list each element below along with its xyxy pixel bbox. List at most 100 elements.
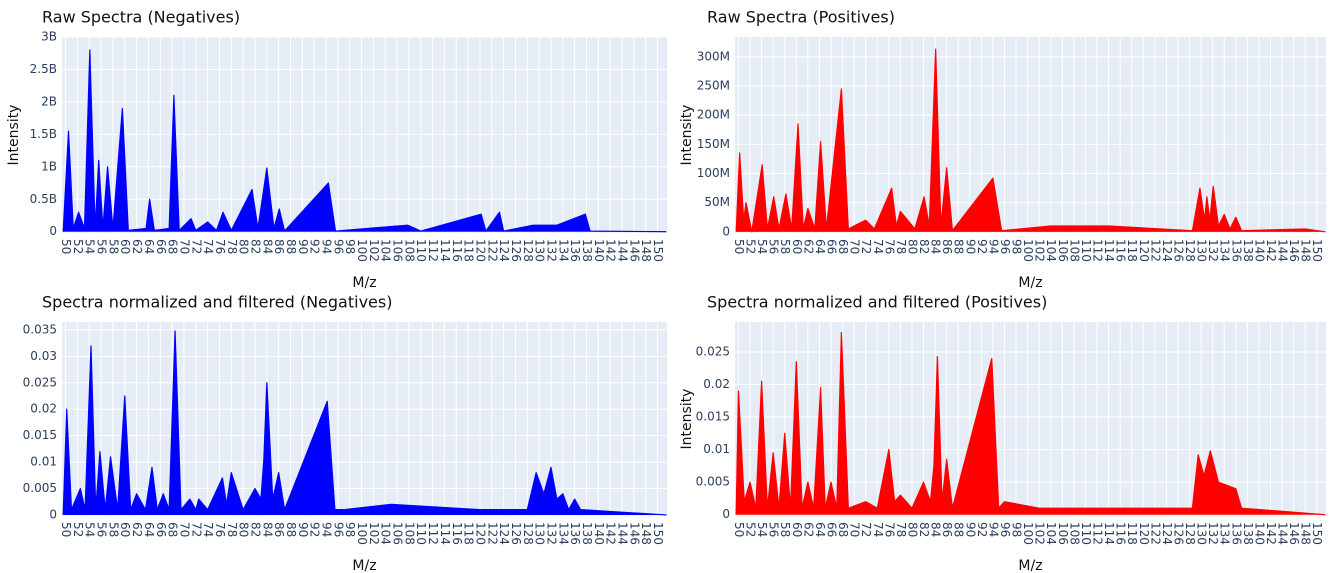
x-tick-label: 84: [260, 522, 274, 537]
x-tick-label: 80: [905, 522, 919, 537]
chart-title: Raw Spectra (Negatives): [42, 8, 240, 27]
x-tick-label: 98: [1010, 239, 1024, 254]
x-tick-label: 76: [882, 522, 896, 537]
x-tick-label: 82: [917, 239, 931, 254]
x-tick-label: 146: [627, 522, 641, 545]
x-tick-label: 138: [1241, 239, 1255, 262]
x-axis-label: M/z: [352, 558, 376, 573]
x-tick-label: 66: [154, 522, 168, 537]
x-tick-label: 72: [189, 239, 203, 254]
x-tick-label: 132: [1206, 522, 1220, 545]
x-tick-label: 126: [509, 522, 523, 545]
plot-area: [735, 322, 1326, 516]
x-tick-label: 136: [568, 522, 582, 545]
x-tick-label: 146: [627, 239, 641, 262]
x-tick-label: 90: [963, 239, 977, 254]
x-tick-label: 130: [1195, 522, 1209, 545]
x-tick-label: 128: [521, 239, 535, 262]
x-tick-label: 100: [355, 239, 369, 262]
x-tick-label: 106: [391, 239, 405, 262]
x-tick-label: 54: [83, 522, 97, 537]
y-tick-label: 300M: [697, 49, 730, 63]
x-tick-label: 70: [177, 522, 191, 537]
x-tick-label: 86: [272, 522, 286, 537]
x-tick-label: 84: [929, 239, 943, 254]
x-tick-label: 124: [1160, 522, 1174, 545]
x-tick-label: 116: [450, 522, 464, 545]
y-tick-label: 0.02: [703, 377, 730, 391]
x-tick-label: 102: [367, 239, 381, 262]
x-tick-label: 112: [1091, 239, 1105, 262]
x-tick-label: 106: [1056, 522, 1070, 545]
x-tick-label: 66: [824, 239, 838, 254]
x-tick-label: 50: [732, 239, 746, 254]
x-tick-label: 112: [426, 239, 440, 262]
spectrum-area: [62, 330, 667, 516]
x-tick-label: 128: [521, 522, 535, 545]
x-tick-label: 106: [391, 522, 405, 545]
x-tick-label: 76: [213, 522, 227, 537]
y-axis-label: Intensity: [679, 389, 695, 450]
x-tick-label: 54: [83, 239, 97, 254]
spectrum-area: [62, 49, 667, 233]
x-tick-label: 80: [905, 239, 919, 254]
x-tick-label: 146: [1287, 522, 1301, 545]
x-tick-label: 120: [473, 522, 487, 545]
x-axis-label: M/z: [1018, 275, 1042, 291]
x-tick-label: 140: [592, 522, 606, 545]
x-tick-label: 140: [592, 239, 606, 262]
x-tick-label: 134: [1218, 239, 1232, 262]
x-tick-label: 120: [473, 239, 487, 262]
x-tick-label: 72: [189, 522, 203, 537]
x-tick-label: 78: [894, 239, 908, 254]
x-tick-label: 110: [414, 522, 428, 545]
x-tick-label: 122: [1148, 239, 1162, 262]
x-tick-label: 50: [59, 239, 73, 254]
y-tick-label: 100M: [697, 166, 730, 180]
x-tick-label: 56: [95, 522, 109, 537]
y-tick-label: 0.025: [23, 375, 57, 389]
y-axis-label: Intensity: [679, 105, 695, 166]
x-tick-label: 130: [1195, 239, 1209, 262]
x-tick-label: 88: [284, 522, 298, 537]
x-tick-label: 140: [1252, 522, 1266, 545]
x-tick-label: 96: [998, 239, 1012, 254]
x-tick-label: 56: [95, 239, 109, 254]
x-tick-label: 144: [616, 522, 630, 545]
x-tick-label: 90: [296, 522, 310, 537]
x-tick-label: 68: [166, 239, 180, 254]
x-tick-label: 92: [308, 239, 322, 254]
x-tick-label: 74: [871, 239, 885, 254]
y-tick-label: 200M: [697, 108, 730, 122]
x-tick-label: 144: [1276, 522, 1290, 545]
x-tick-label: 52: [744, 522, 758, 537]
x-tick-label: 102: [1033, 239, 1047, 262]
x-tick-label: 50: [59, 522, 73, 537]
x-tick-label: 150: [651, 522, 665, 545]
x-tick-label: 92: [975, 522, 989, 537]
chart-title: Spectra normalized and filtered (Negativ…: [42, 293, 392, 312]
x-tick-label: 124: [497, 239, 511, 262]
x-tick-label: 118: [1125, 522, 1139, 545]
x-tick-label: 108: [402, 522, 416, 545]
x-tick-label: 76: [213, 239, 227, 254]
spectrum-area: [735, 331, 1326, 516]
y-tick-label: 250M: [697, 79, 730, 93]
x-tick-label: 56: [767, 239, 781, 254]
x-tick-label: 118: [462, 522, 476, 545]
x-tick-label: 100: [355, 522, 369, 545]
x-tick-label: 116: [1114, 239, 1128, 262]
x-tick-label: 96: [331, 522, 345, 537]
x-tick-label: 142: [1264, 239, 1278, 262]
x-tick-label: 104: [379, 522, 393, 545]
x-tick-label: 138: [580, 522, 594, 545]
x-tick-label: 64: [142, 522, 156, 537]
x-tick-label: 110: [1079, 239, 1093, 262]
x-tick-label: 62: [130, 239, 144, 254]
x-tick-label: 98: [343, 522, 357, 537]
x-tick-label: 94: [320, 239, 334, 254]
x-tick-label: 52: [71, 239, 85, 254]
y-tick-label: 2.5B: [30, 62, 57, 76]
y-tick-label: 0.025: [696, 344, 730, 358]
y-tick-label: 1B: [41, 159, 57, 173]
